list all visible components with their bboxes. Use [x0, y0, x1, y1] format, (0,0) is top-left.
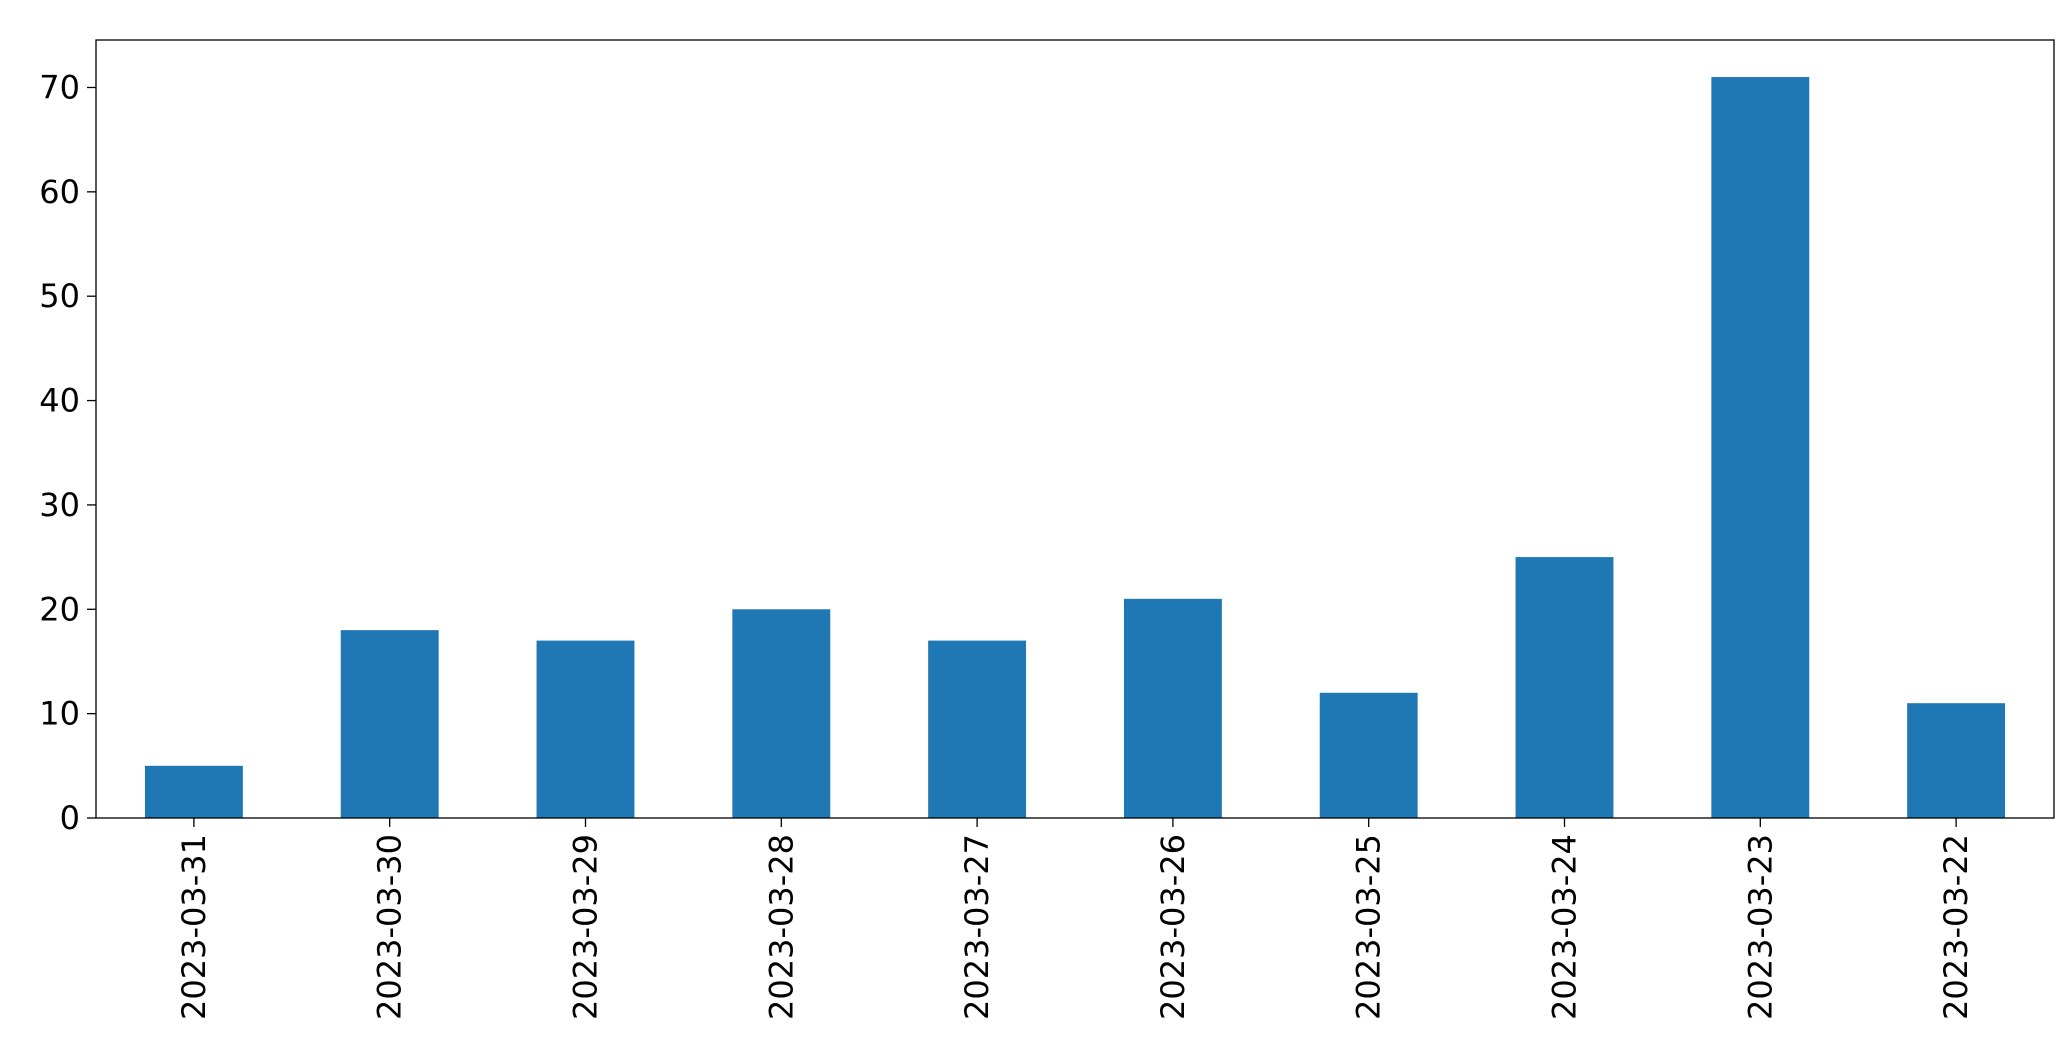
x-tick-label: 2023-03-29	[567, 834, 605, 1020]
bar	[1123, 598, 1222, 818]
y-tick-label: 10	[39, 695, 80, 733]
x-tick-label: 2023-03-28	[762, 834, 800, 1020]
x-tick-label: 2023-03-24	[1546, 834, 1584, 1020]
bar	[928, 640, 1027, 818]
y-tick-label: 60	[39, 173, 80, 211]
x-tick-label: 2023-03-25	[1350, 834, 1388, 1020]
x-tick-label: 2023-03-23	[1741, 834, 1779, 1020]
y-tick-label: 0	[60, 799, 80, 837]
x-tick-label: 2023-03-22	[1937, 834, 1975, 1020]
bar	[1319, 692, 1418, 818]
y-tick-label: 20	[39, 590, 80, 628]
bar	[732, 609, 831, 818]
y-tick-label: 70	[39, 68, 80, 106]
y-tick-label: 50	[39, 277, 80, 315]
bar	[340, 630, 439, 818]
plot-frame	[95, 39, 2055, 819]
bar	[144, 765, 243, 818]
bar	[1515, 557, 1614, 818]
y-tick-label: 30	[39, 486, 80, 524]
bar	[1907, 703, 2006, 818]
x-tick-label: 2023-03-27	[958, 834, 996, 1020]
x-tick-label: 2023-03-31	[175, 834, 213, 1020]
bar	[1711, 77, 1810, 819]
x-tick-label: 2023-03-26	[1154, 834, 1192, 1020]
bar	[536, 640, 635, 818]
y-tick-label: 40	[39, 382, 80, 420]
x-tick-label: 2023-03-30	[371, 834, 409, 1020]
